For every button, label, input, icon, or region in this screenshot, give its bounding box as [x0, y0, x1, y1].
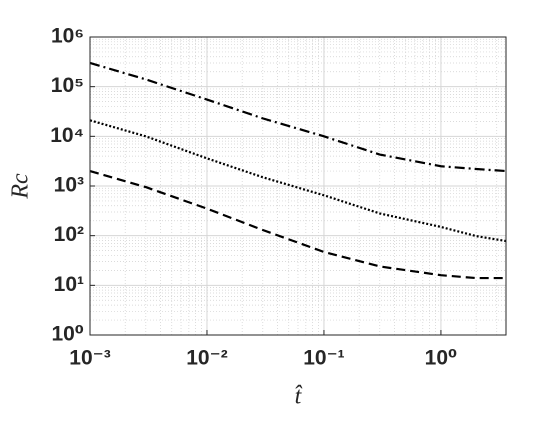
series-line — [89, 61, 507, 173]
x-tick-label: 10⁻³ — [69, 347, 110, 370]
x-tick-label: 10⁻² — [186, 347, 227, 370]
y-axis-label: Rc — [8, 173, 34, 200]
x-tick-label: 10⁰ — [425, 347, 458, 370]
y-tick-label: 10⁰ — [51, 323, 84, 346]
plot-lines — [89, 61, 507, 280]
y-tick-label: 10³ — [54, 174, 84, 197]
y-tick-label: 10⁴ — [50, 124, 84, 147]
y-tick-label: 10² — [54, 223, 84, 246]
series-line — [89, 119, 507, 243]
y-tick-label: 10¹ — [54, 273, 84, 296]
y-tick-label: 10⁶ — [51, 25, 84, 48]
minor-grid — [90, 37, 506, 335]
x-axis-label: t̂ — [295, 384, 303, 410]
x-tick-label: 10⁻¹ — [303, 347, 344, 370]
plot-frame — [89, 36, 507, 336]
y-tick-label: 10⁵ — [51, 74, 84, 97]
